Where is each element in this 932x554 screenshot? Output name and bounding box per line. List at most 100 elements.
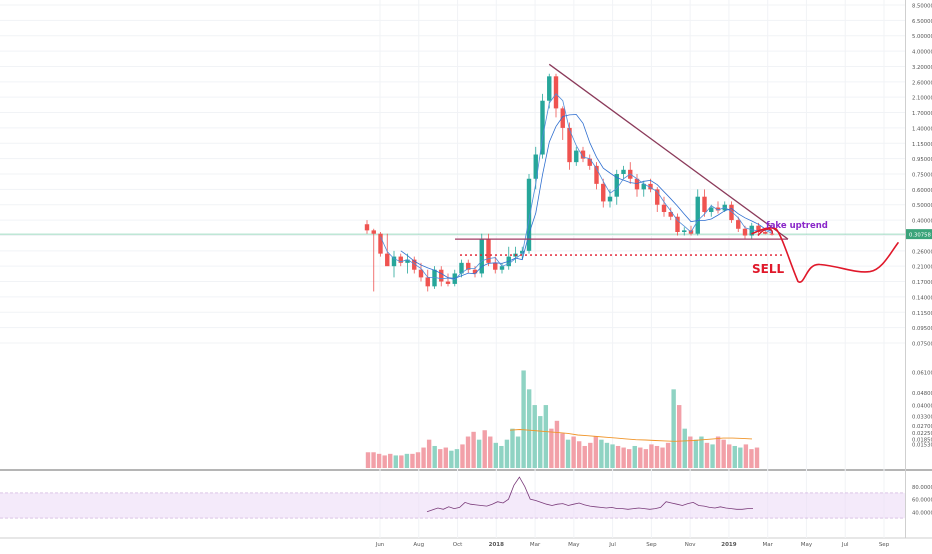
candle <box>614 169 619 205</box>
volume-bar <box>704 442 710 468</box>
volume-bar <box>582 445 587 468</box>
volume-axis: 0.06100 0.04800 0.04000 0.03300 0.027000.022… <box>912 371 932 449</box>
price-tick-label: 0.40000 <box>912 219 932 225</box>
volume-bar <box>538 416 543 468</box>
price-tick-label: 0.21000 <box>912 265 932 271</box>
candle <box>526 174 532 254</box>
volume-tick-label: 0.01850 <box>912 437 932 443</box>
candle-body <box>439 269 444 282</box>
candle <box>601 178 606 208</box>
candle <box>405 253 410 274</box>
rsi-pane <box>0 476 905 519</box>
price-tick-label: 2.60000 <box>912 80 932 86</box>
candle-body <box>567 127 572 163</box>
time-tick-label: Jul <box>841 542 849 548</box>
price-tick-label: 1.40000 <box>912 126 932 132</box>
candle <box>621 165 626 179</box>
volume-bar <box>654 445 660 468</box>
volume-tick-label: 0.02700 <box>912 424 932 430</box>
time-axis[interactable]: Jun Aug Oct 2018 Mar May Jul Sep Nov 2019 Mar May Ju… <box>375 542 890 548</box>
volume-bar <box>449 450 454 468</box>
volume-bar <box>743 444 749 468</box>
candle-body <box>587 158 592 166</box>
volume-bar <box>543 405 549 468</box>
volume-bar <box>649 444 654 468</box>
price-axis[interactable]: 8.50000 6.50000 5.00000 4.00000 3.20000 2.600… <box>906 4 932 348</box>
time-tick-label: 2019 <box>721 542 736 548</box>
annotation-layer: fake uptrend SELL <box>455 63 899 283</box>
candle <box>540 93 545 159</box>
price-tick-label: 0.75000 <box>912 173 932 179</box>
price-tick-label: 4.00000 <box>912 50 932 56</box>
price-tick-label: 0.17000 <box>912 280 932 286</box>
volume-bar <box>588 442 593 468</box>
volume-bar <box>560 433 565 468</box>
candle <box>398 253 403 267</box>
volume-bar <box>677 405 682 468</box>
current-price-label-bg <box>906 229 932 240</box>
candle-body <box>675 216 680 233</box>
candle-body <box>655 189 660 205</box>
candle <box>499 262 505 274</box>
candle <box>763 230 768 235</box>
volume-bar <box>626 449 632 468</box>
rsi-line <box>426 476 753 513</box>
volume-bar <box>443 447 448 468</box>
volume-bar <box>532 405 537 468</box>
candle <box>634 174 640 197</box>
candle <box>587 154 592 170</box>
candle-body <box>621 169 626 174</box>
candle-body <box>378 233 383 254</box>
candle-body <box>729 204 734 221</box>
candle-body <box>412 259 417 270</box>
volume-bar <box>738 447 743 468</box>
candle-body <box>574 150 579 163</box>
candle-body <box>668 211 673 217</box>
volume-bar <box>504 439 510 468</box>
candle-body <box>540 100 545 155</box>
price-tick-label: 0.95000 <box>912 157 932 163</box>
volume-bar <box>454 449 460 468</box>
candle-body <box>553 76 559 109</box>
current-price-label: 0.30758 <box>909 233 932 239</box>
fake-uptrend-curve <box>757 228 773 236</box>
candle <box>445 273 451 287</box>
candle-body <box>425 277 430 287</box>
candle <box>466 259 471 274</box>
candle-body <box>614 174 619 197</box>
volume-bar <box>415 452 421 468</box>
volume-bar <box>465 436 471 468</box>
volume-bar <box>732 445 737 468</box>
price-tick-label: 0.60000 <box>912 188 932 194</box>
candle-body <box>486 239 491 263</box>
candle-body <box>607 196 613 202</box>
time-tick-label: 2018 <box>489 542 504 548</box>
price-tick-label: 0.50000 <box>912 203 932 209</box>
volume-bar <box>604 442 610 468</box>
volume-bar <box>376 453 382 468</box>
volume-bar <box>421 447 426 468</box>
volume-bar <box>576 441 582 468</box>
volume-bar <box>682 428 687 468</box>
candle <box>682 227 687 236</box>
candle-body <box>472 269 478 274</box>
volume-bar <box>388 453 393 468</box>
candle <box>594 162 599 190</box>
volume-bar <box>693 439 699 468</box>
volume-bar <box>510 428 515 468</box>
volume-bar <box>493 442 499 468</box>
candle-body <box>742 228 748 236</box>
candle <box>668 207 673 221</box>
candle <box>391 250 397 278</box>
volume-bar <box>488 436 493 468</box>
candle <box>661 196 667 217</box>
volume-tick-label: 0.04000 <box>912 404 932 410</box>
volume-bar <box>460 444 465 468</box>
candle-body <box>661 204 667 212</box>
price-tick-label: 1.70000 <box>912 111 932 117</box>
volume-bar <box>499 445 504 468</box>
volume-pane <box>365 370 760 468</box>
candle <box>695 189 700 236</box>
